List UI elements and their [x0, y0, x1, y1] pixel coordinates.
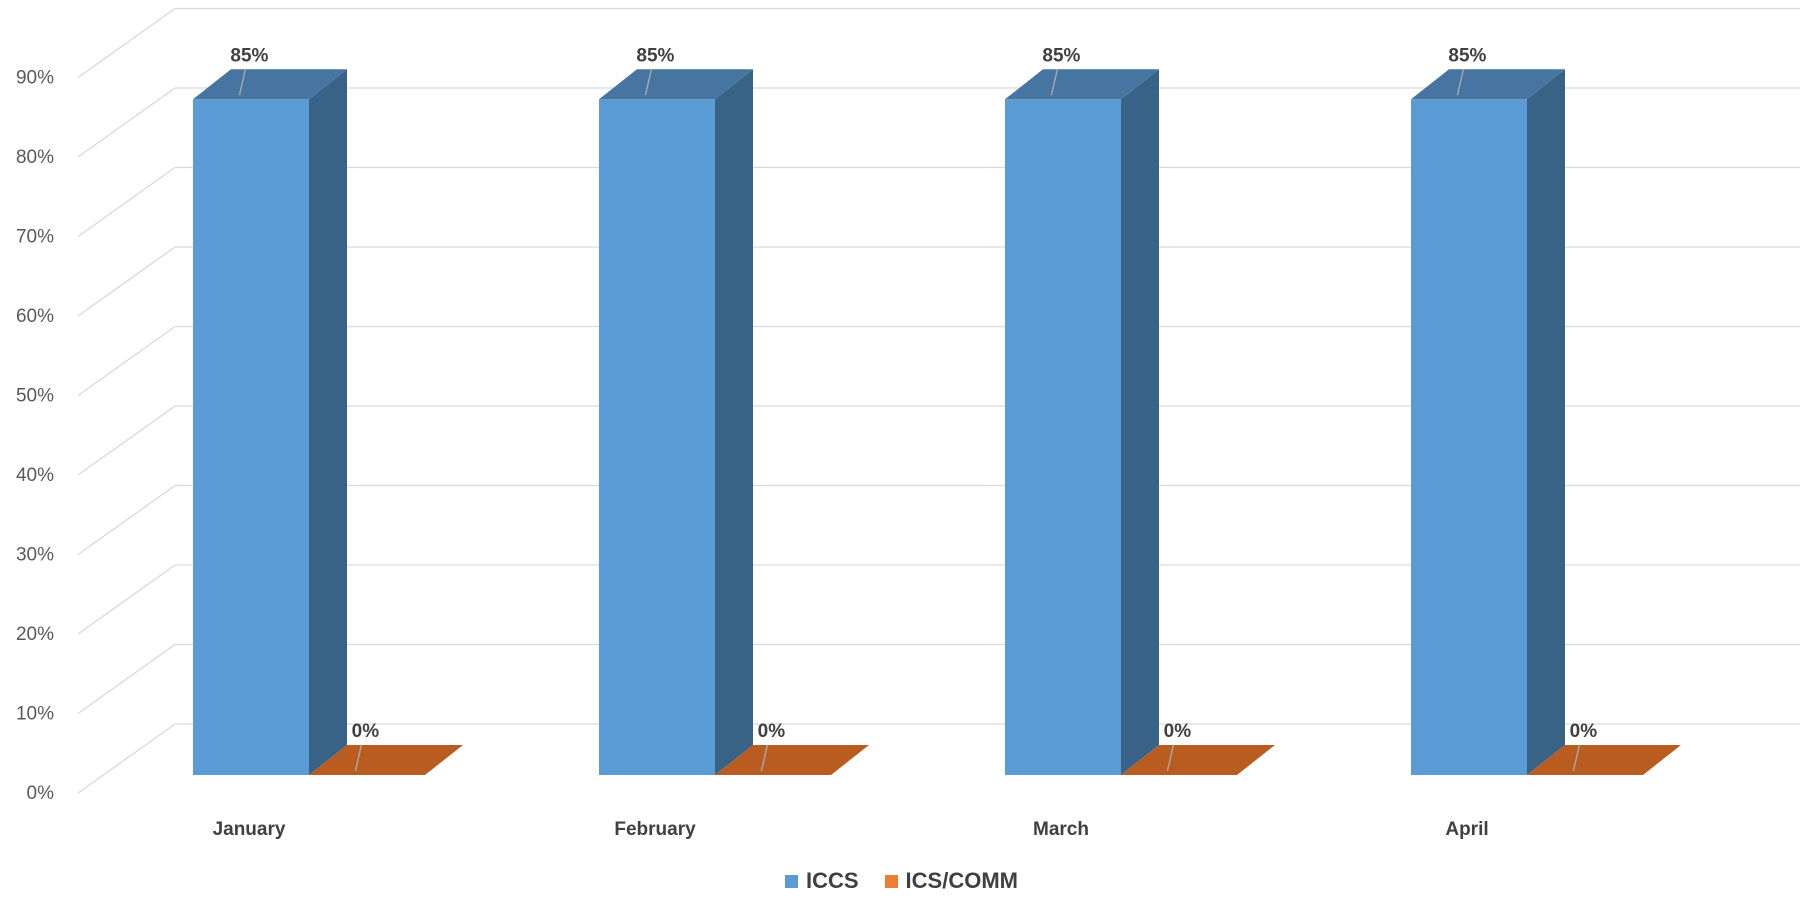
y-tick-label: 0% — [27, 783, 55, 804]
bar-iccs — [1411, 69, 1565, 775]
bar-front — [193, 99, 309, 775]
data-label: 0% — [352, 721, 380, 742]
legend-swatch — [784, 874, 798, 888]
y-tick-label: 60% — [16, 306, 54, 327]
bar-side — [1527, 69, 1565, 775]
category-label: April — [1445, 819, 1488, 840]
bar-iccs — [193, 69, 347, 775]
bar-ics-comm — [1527, 745, 1681, 775]
data-label: 0% — [758, 721, 786, 742]
bar-front — [1005, 99, 1121, 775]
data-label-leader — [644, 69, 653, 96]
bar-top — [309, 745, 463, 775]
data-label: 85% — [636, 45, 674, 66]
bars — [193, 69, 1681, 775]
data-label: 85% — [1448, 45, 1486, 66]
bar-top — [1005, 69, 1159, 100]
category-label: March — [1033, 819, 1089, 840]
y-tick-label: 70% — [16, 227, 54, 248]
y-tick-label: 50% — [16, 386, 54, 407]
data-label: 85% — [230, 45, 268, 66]
data-label: 0% — [1164, 721, 1192, 742]
bar-top — [1121, 745, 1275, 775]
data-label-leader — [238, 69, 247, 96]
gridline — [77, 7, 1800, 79]
bar-side — [715, 69, 753, 775]
bar-top — [599, 69, 753, 100]
legend: ICCS ICS/COMM — [0, 868, 1803, 894]
legend-label: ICS/COMM — [905, 868, 1018, 893]
data-labels: 85% 0% 85% 0% 85% 0% 85% 0% — [230, 45, 1598, 772]
legend-item: ICCS — [784, 868, 859, 894]
bar-top — [715, 745, 869, 775]
category-label: January — [213, 819, 286, 840]
y-tick-label: 40% — [16, 465, 54, 486]
y-tick-label: 30% — [16, 545, 54, 566]
bar-top — [193, 69, 347, 100]
data-label-leader — [354, 744, 363, 772]
bar-ics-comm — [715, 745, 869, 775]
y-axis-ticks: 0% 10% 20% 30% 40% 50% 60% 70% 80% 90% — [16, 68, 54, 805]
bar-front — [1411, 99, 1527, 775]
bar-front — [599, 99, 715, 775]
category-label: February — [614, 819, 696, 840]
data-label-leader — [760, 744, 769, 772]
data-label: 0% — [1570, 721, 1598, 742]
data-label: 85% — [1042, 45, 1080, 66]
data-label-leader — [1572, 744, 1581, 772]
y-tick-label: 90% — [16, 68, 54, 89]
data-label-leader — [1050, 69, 1059, 96]
x-axis-categories: January February March April — [213, 819, 1489, 840]
data-label-leader — [1456, 69, 1465, 96]
legend-label: ICCS — [805, 868, 859, 893]
legend-swatch — [884, 874, 898, 888]
bar-side — [1121, 69, 1159, 775]
bar-ics-comm — [309, 745, 463, 775]
bar-top — [1527, 745, 1681, 775]
bar-top — [1411, 69, 1565, 100]
legend-item: ICS/COMM — [884, 868, 1018, 894]
bar-iccs — [1005, 69, 1159, 775]
bar-ics-comm — [1121, 745, 1275, 775]
bar-side — [309, 69, 347, 775]
y-tick-label: 10% — [16, 704, 54, 725]
data-label-leader — [1166, 744, 1175, 772]
bar-iccs — [599, 69, 753, 775]
y-tick-label: 20% — [16, 624, 54, 645]
y-tick-label: 80% — [16, 147, 54, 168]
